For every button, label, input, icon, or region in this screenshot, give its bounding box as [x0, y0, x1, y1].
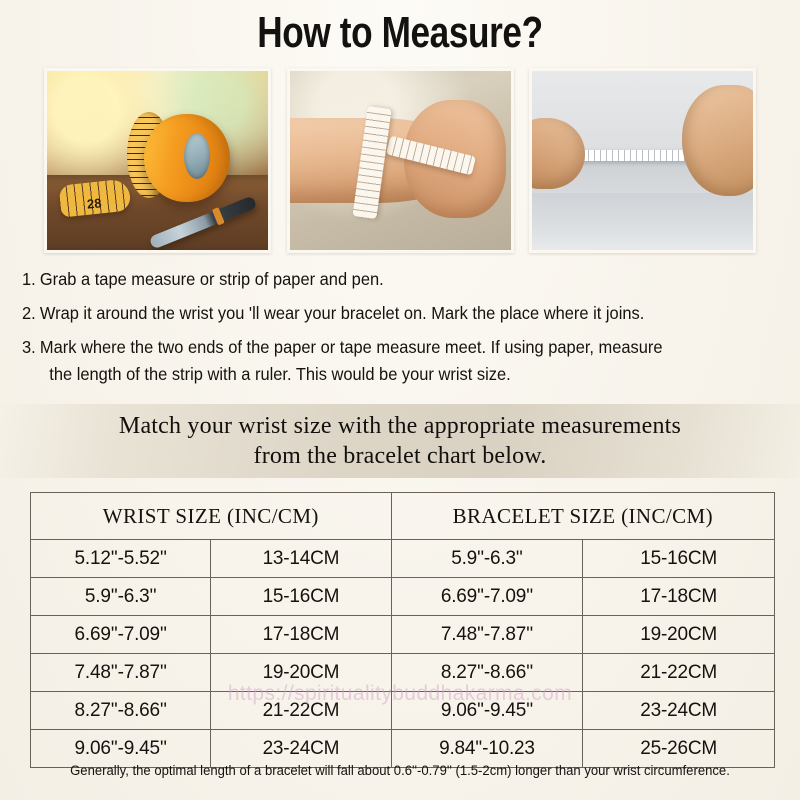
chart-intro-banner: Match your wrist size with the appropria…	[0, 404, 800, 478]
tape-measure-and-pen-photo: 28	[44, 68, 271, 253]
table-row: 9.06''-9.45'' 23-24CM 9.84''-10.23 25-26…	[29, 729, 775, 768]
table-row: 5.12''-5.52'' 13-14CM 5.9''-6.3'' 15-16C…	[29, 539, 775, 578]
cell-wrist-cm: 19-20CM	[210, 653, 392, 692]
page-title: How to Measure?	[257, 8, 543, 57]
banner-line-1: Match your wrist size with the appropria…	[118, 413, 682, 439]
step-number: 2.	[22, 303, 36, 323]
bracelet-size-table: WRIST SIZE (INC/CM) BRACELET SIZE (INC/C…	[29, 492, 776, 768]
table-body: 5.12''-5.52'' 13-14CM 5.9''-6.3'' 15-16C…	[29, 539, 775, 768]
list-item: 1. Grab a tape measure or strip of paper…	[22, 266, 736, 293]
cell-wrist-inches: 5.9''-6.3''	[29, 577, 212, 616]
column-header-bracelet-size: BRACELET SIZE (INC/CM)	[390, 492, 776, 540]
cell-bracelet-inches: 5.9''-6.3''	[390, 539, 584, 578]
cell-bracelet-cm: 23-24CM	[582, 691, 775, 730]
cell-wrist-inches: 8.27''-8.66''	[29, 691, 212, 730]
cell-bracelet-inches: 9.84''-10.23	[390, 729, 584, 768]
cell-bracelet-cm: 25-26CM	[582, 729, 775, 768]
cell-wrist-cm: 13-14CM	[210, 539, 392, 578]
cell-bracelet-cm: 21-22CM	[582, 653, 775, 692]
cell-wrist-inches: 9.06''-9.45''	[29, 729, 212, 768]
table-header-row: WRIST SIZE (INC/CM) BRACELET SIZE (INC/C…	[30, 492, 776, 540]
cell-wrist-cm: 21-22CM	[210, 691, 392, 730]
step-text-line2: the length of the strip with a ruler. Th…	[49, 364, 511, 384]
column-header-wrist-size: WRIST SIZE (INC/CM)	[30, 492, 392, 540]
cell-wrist-cm: 15-16CM	[210, 577, 392, 616]
instruction-list: 1. Grab a tape measure or strip of paper…	[22, 266, 782, 395]
step-number: 3.	[22, 337, 36, 357]
cell-bracelet-cm: 15-16CM	[582, 539, 775, 578]
step-text-line1: Mark where the two ends of the paper or …	[39, 337, 663, 357]
list-item: 2. Wrap it around the wrist you 'll wear…	[22, 300, 736, 327]
footer-note: Generally, the optimal length of a brace…	[70, 763, 730, 778]
step-text: Mark where the two ends of the paper or …	[40, 334, 737, 388]
cell-bracelet-cm: 17-18CM	[582, 577, 775, 616]
step-text: Wrap it around the wrist you 'll wear yo…	[39, 303, 645, 323]
cell-bracelet-inches: 9.06''-9.45''	[390, 691, 584, 730]
table-row: 8.27''-8.66'' 21-22CM 9.06''-9.45'' 23-2…	[29, 691, 775, 730]
wrist-with-tape-measure-photo	[286, 68, 514, 253]
step-text: Grab a tape measure or strip of paper an…	[39, 269, 384, 289]
cell-wrist-cm: 23-24CM	[210, 729, 392, 768]
photo-strip: 28	[44, 68, 756, 253]
table-head: WRIST SIZE (INC/CM) BRACELET SIZE (INC/C…	[30, 492, 776, 540]
table-row: 6.69''-7.09'' 17-18CM 7.48''-7.87'' 19-2…	[29, 615, 775, 654]
table-row: 5.9''-6.3'' 15-16CM 6.69''-7.09'' 17-18C…	[29, 577, 775, 616]
cell-bracelet-inches: 7.48''-7.87''	[390, 615, 584, 654]
list-item: 3. Mark where the two ends of the paper …	[22, 334, 736, 388]
cell-bracelet-cm: 19-20CM	[582, 615, 775, 654]
cell-wrist-cm: 17-18CM	[210, 615, 392, 654]
cell-bracelet-inches: 6.69''-7.09''	[390, 577, 584, 616]
step-number: 1.	[22, 269, 36, 289]
cell-bracelet-inches: 8.27''-8.66''	[390, 653, 584, 692]
cell-wrist-inches: 6.69''-7.09''	[29, 615, 212, 654]
banner-line-2: from the bracelet chart below.	[253, 443, 547, 469]
cell-wrist-inches: 5.12''-5.52''	[29, 539, 212, 578]
cell-wrist-inches: 7.48''-7.87''	[29, 653, 212, 692]
table-row: 7.48''-7.87'' 19-20CM 8.27''-8.66'' 21-2…	[29, 653, 775, 692]
hands-holding-paper-strip-photo	[529, 68, 756, 253]
